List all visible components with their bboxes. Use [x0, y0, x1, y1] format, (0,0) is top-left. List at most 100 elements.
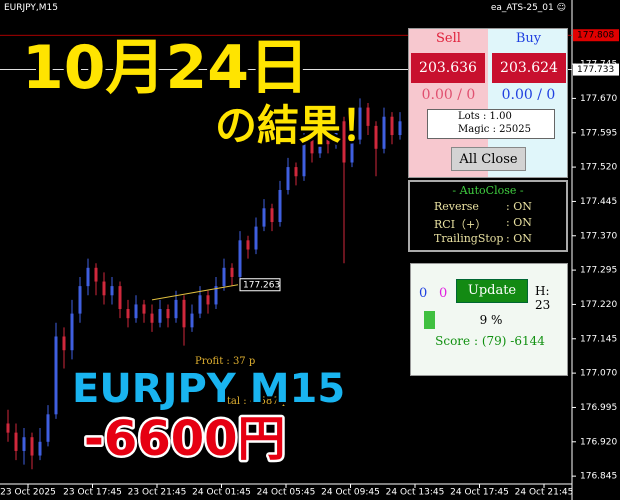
buy-price-button[interactable]: 203.624	[492, 53, 566, 83]
buy-position: 0.00 / 0	[501, 87, 556, 103]
total-label: Total : -6587 p	[215, 396, 288, 407]
candle-body	[38, 441, 42, 456]
candle-body	[174, 299, 178, 319]
candle-body	[302, 139, 306, 177]
hour-label: H: 23	[535, 284, 551, 312]
y-tick-label: 177.070	[580, 369, 617, 379]
candle-body	[158, 309, 162, 323]
y-tick-label: 176.845	[580, 472, 617, 482]
x-tick-label: 24 Oct 13:45	[386, 488, 445, 498]
candle-body	[342, 121, 346, 163]
price-label-box	[573, 63, 619, 76]
y-tick-label: 177.445	[580, 197, 617, 207]
x-tick-label: 23 Oct 21:45	[128, 488, 187, 498]
candle-body	[86, 267, 90, 287]
sell-label: Sell	[436, 31, 461, 46]
x-tick-label: 23 Oct 2025	[0, 488, 56, 498]
trendline	[151, 284, 239, 301]
y-tick-label: 177.370	[580, 231, 617, 241]
candle-body	[126, 309, 130, 319]
candle-body	[326, 130, 330, 145]
autoclose-state: : ON	[506, 216, 532, 229]
y-tick-label: 177.145	[580, 334, 617, 344]
all-close-button[interactable]: All Close	[451, 147, 526, 171]
price-label-box	[573, 29, 619, 42]
autoclose-rule: TrailingStop	[434, 232, 504, 245]
candle-body	[134, 304, 138, 319]
candle-body	[142, 304, 146, 314]
candle-body	[374, 125, 378, 149]
candle-body	[6, 423, 10, 433]
profit-label: Profit : 37 p	[195, 356, 255, 367]
candle-body	[110, 286, 114, 296]
candle-body	[318, 130, 322, 154]
ea-label: ea_ATS-25_01 ☺	[491, 2, 566, 13]
candle-body	[270, 208, 274, 223]
sell-price-button[interactable]: 203.636	[411, 53, 485, 83]
sell-position: 0.00 / 0	[421, 87, 476, 103]
candle-body	[310, 139, 314, 154]
date-caption: 10月24日	[22, 33, 309, 103]
magic-label: Magic : 25025	[458, 124, 531, 135]
y-tick-label: 177.595	[580, 128, 617, 138]
candle-body	[206, 295, 210, 305]
candle-body	[254, 226, 258, 250]
x-tick-label: 24 Oct 09:45	[321, 488, 380, 498]
candle-body	[46, 414, 50, 442]
x-tick-label: 23 Oct 17:45	[63, 488, 122, 498]
pair-caption: EURJPY M15	[72, 366, 345, 412]
candle-body	[214, 286, 218, 305]
lots-label: Lots : 1.00	[458, 111, 512, 122]
candle-body	[382, 116, 386, 149]
trendline-label-box	[239, 278, 281, 292]
plot: 177.745177.670177.595177.520177.445177.3…	[0, 29, 619, 498]
candle-body	[278, 189, 282, 223]
candle-body	[150, 313, 154, 323]
autoclose-rule: Reverse	[434, 200, 479, 213]
candle-body	[350, 139, 354, 163]
candle-body	[30, 437, 34, 456]
y-tick-label: 176.920	[580, 437, 617, 447]
candle-body	[14, 432, 18, 451]
candle-body	[262, 208, 266, 227]
autoclose-state: : ON	[506, 232, 532, 245]
progress-bar	[424, 311, 435, 329]
candle-body	[70, 313, 74, 351]
trade-panel: Sell Buy 203.636 203.624 0.00 / 0 0.00 /…	[408, 28, 568, 178]
symbol-label: EURJPY,M15	[4, 3, 58, 13]
candle-body	[102, 281, 106, 296]
x-tick-label: 24 Oct 21:45	[515, 488, 574, 498]
candle-body	[238, 240, 242, 277]
price-label: 177.808	[577, 31, 614, 41]
candle-body	[246, 240, 250, 250]
candle-body	[366, 107, 370, 126]
x-tick-label: 24 Oct 05:45	[257, 488, 316, 498]
autoclose-state: : ON	[506, 200, 532, 213]
update-button[interactable]: Update	[456, 279, 528, 303]
candle-body	[182, 299, 186, 328]
candle-body	[230, 267, 234, 277]
candle-body	[334, 121, 338, 145]
candle-body	[390, 116, 394, 136]
count-a: 0	[419, 286, 428, 301]
candle-body	[358, 107, 362, 140]
score-label: Score : (79) -6144	[435, 334, 545, 348]
candle-body	[118, 286, 122, 310]
candle-body	[54, 336, 58, 415]
count-b: 0	[439, 286, 448, 301]
y-tick-label: 177.295	[580, 266, 617, 276]
buy-label: Buy	[515, 31, 542, 46]
y-tick-label: 177.220	[580, 300, 617, 310]
candle-body	[190, 313, 194, 328]
x-tick-label: 24 Oct 01:45	[192, 488, 251, 498]
trendline-label: 177.263	[243, 280, 280, 290]
x-tick-label: 24 Oct 17:45	[450, 488, 509, 498]
pnl-caption: -6600円	[84, 411, 286, 467]
lot-box: Lots : 1.00 Magic : 25025	[427, 109, 555, 139]
result-caption: の結果！	[215, 101, 383, 150]
candle-body	[94, 267, 98, 282]
candle-body	[166, 309, 170, 319]
autoclose-rule: RCI（+）	[434, 218, 487, 231]
